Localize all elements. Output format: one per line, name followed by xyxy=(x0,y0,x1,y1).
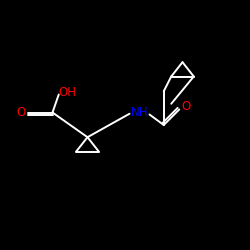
Text: O: O xyxy=(17,106,26,119)
Text: OH: OH xyxy=(58,86,76,98)
Text: O: O xyxy=(181,100,190,114)
Text: NH: NH xyxy=(131,106,149,119)
